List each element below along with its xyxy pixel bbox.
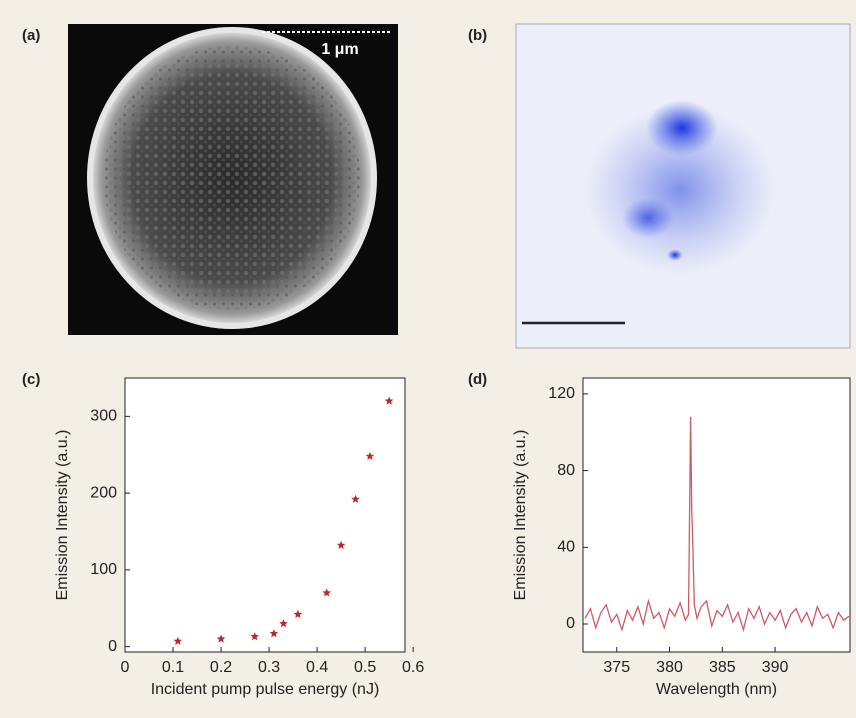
panel-label: (a) [22, 27, 40, 44]
spectrum-line [584, 416, 850, 633]
x-axis-label: Incident pump pulse energy (nJ) [151, 681, 380, 698]
x-tick-label: 0 [121, 659, 130, 676]
y-tick-label: 80 [557, 462, 575, 479]
data-point [322, 588, 331, 597]
x-tick-label: 0.5 [354, 659, 376, 676]
scale-bar-label: 1 μm [321, 41, 358, 58]
data-point [250, 632, 259, 641]
spot [646, 100, 718, 156]
data-point [269, 629, 279, 638]
y-tick-label: 0 [566, 615, 575, 632]
data-point [173, 636, 183, 645]
y-tick-label: 40 [557, 539, 575, 556]
data-point [293, 609, 303, 618]
y-tick-label: 100 [90, 561, 117, 578]
y-tick-label: 120 [548, 385, 575, 402]
x-tick-label: 380 [656, 659, 683, 676]
x-tick-label: 375 [603, 659, 630, 676]
spot [622, 198, 674, 238]
x-tick-label: 0.6 [402, 659, 424, 676]
data-point [216, 634, 226, 643]
particle-texture [104, 46, 360, 310]
panel-label: (c) [22, 371, 40, 388]
data-point [384, 396, 394, 405]
x-tick-label: 0.2 [210, 659, 232, 676]
plot-area [582, 377, 851, 653]
x-tick-label: 385 [709, 659, 736, 676]
y-tick-label: 0 [108, 638, 117, 655]
x-tick-label: 0.4 [306, 659, 328, 676]
plot-area [124, 377, 406, 653]
y-axis-label: Emission Intensity (a.u.) [512, 430, 529, 601]
panel-label: (d) [468, 371, 487, 388]
data-point [351, 494, 360, 503]
spot [667, 249, 683, 261]
x-tick-label: 0.3 [258, 659, 280, 676]
panel-label: (b) [468, 27, 487, 44]
data-point [279, 619, 288, 628]
x-tick-label: 390 [762, 659, 789, 676]
data-point [365, 451, 375, 460]
y-tick-label: 200 [90, 484, 117, 501]
x-tick-label: 0.1 [162, 659, 184, 676]
y-tick-label: 300 [90, 408, 117, 425]
x-axis-label: Wavelength (nm) [656, 681, 777, 698]
y-axis-label: Emission Intensity (a.u.) [54, 430, 71, 601]
data-point [336, 540, 346, 549]
